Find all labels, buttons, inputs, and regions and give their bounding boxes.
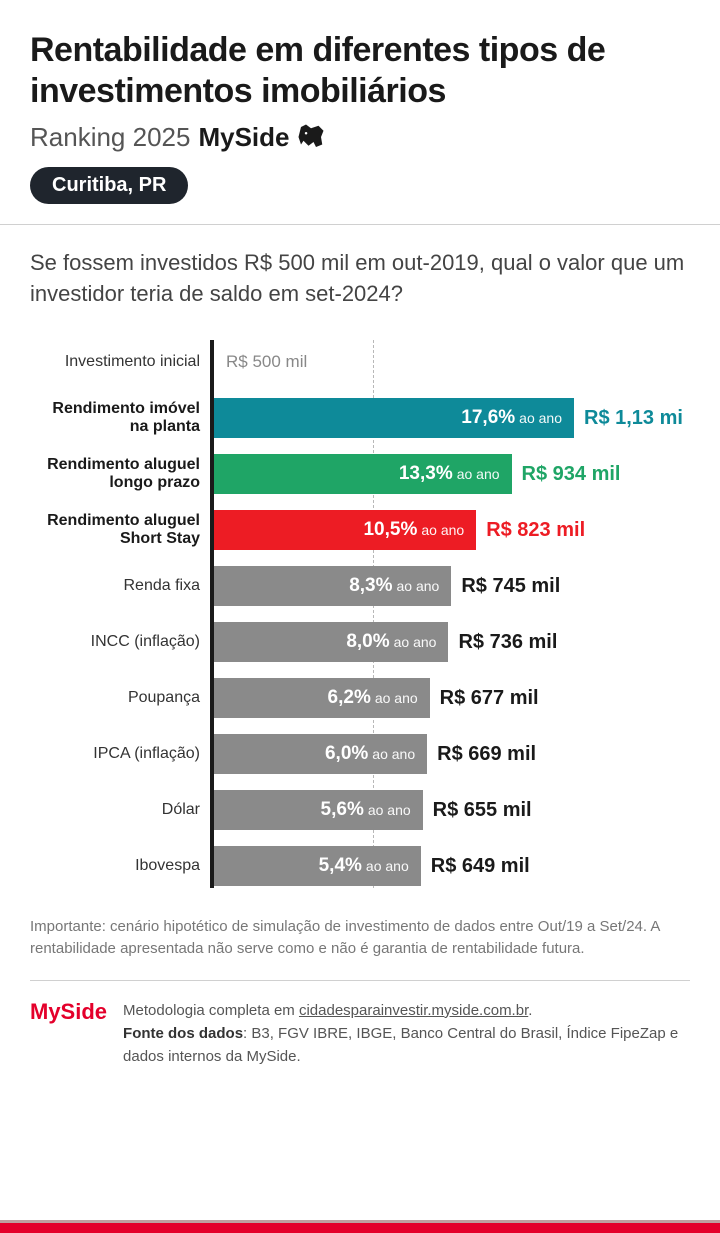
location-pill: Curitiba, PR — [30, 167, 188, 204]
bar: 10,5%ao ano — [214, 510, 476, 550]
methodology-prefix: Metodologia completa em — [123, 1002, 299, 1019]
bar-unit: ao ano — [397, 578, 440, 594]
bar-percent: 17,6% — [461, 407, 515, 429]
bars-area: Investimento inicialR$ 500 mil Rendimento… — [210, 340, 690, 888]
bar-percent: 8,3% — [349, 575, 392, 597]
row-label: Dólar — [44, 801, 214, 820]
value-label: R$ 823 mil — [486, 519, 585, 542]
bar: 5,6%ao ano — [214, 790, 423, 830]
bar: 6,0%ao ano — [214, 734, 427, 774]
row-label: Rendimento aluguel Short Stay — [44, 512, 214, 550]
footer-text: Metodologia completa em cidadesparainves… — [123, 999, 690, 1069]
methodology-suffix: . — [528, 1002, 532, 1019]
row-label: Poupança — [44, 689, 214, 708]
bar-percent: 5,4% — [319, 855, 362, 877]
chart-row: Renda fixa8,3%ao anoR$ 745 mil — [214, 564, 690, 608]
bar-unit: ao ano — [368, 802, 411, 818]
row-label: Renda fixa — [44, 577, 214, 596]
brand-inline: MySide — [198, 122, 325, 153]
bar-unit: ao ano — [421, 522, 464, 538]
chart-row: Poupança6,2%ao anoR$ 677 mil — [214, 676, 690, 720]
divider — [0, 224, 720, 225]
value-label: R$ 655 mil — [433, 799, 532, 822]
row-label: Ibovespa — [44, 857, 214, 876]
source-line: Fonte dos dados: B3, FGV IBRE, IBGE, Ban… — [123, 1022, 690, 1069]
row-label: IPCA (inflação) — [44, 745, 214, 764]
bar: 6,2%ao ano — [214, 678, 430, 718]
value-label: R$ 677 mil — [440, 687, 539, 710]
bar-unit: ao ano — [519, 410, 562, 426]
bar-percent: 6,0% — [325, 743, 368, 765]
methodology-link[interactable]: cidadesparainvestir.myside.com.br — [299, 1002, 528, 1019]
row-initial: Investimento inicialR$ 500 mil — [214, 340, 690, 384]
disclaimer-note: Importante: cenário hipotético de simula… — [30, 916, 690, 960]
bar-percent: 8,0% — [346, 631, 389, 653]
value-label: R$ 934 mil — [522, 463, 621, 486]
chart-row: IPCA (inflação)6,0%ao anoR$ 669 mil — [214, 732, 690, 776]
bar: 13,3%ao ano — [214, 454, 512, 494]
subtitle-row: Ranking 2025 MySide — [30, 122, 690, 153]
chart-row: Rendimento aluguel Short Stay10,5%ao ano… — [214, 508, 690, 552]
bar: 8,3% ao ano — [214, 566, 451, 606]
bar: 17,6%ao ano — [214, 398, 574, 438]
chart-row: Rendimento aluguel longo prazo13,3%ao an… — [214, 452, 690, 496]
brand-name: MySide — [198, 122, 289, 153]
page-title: Rentabilidade em diferentes tipos de inv… — [30, 30, 690, 112]
value-label: R$ 669 mil — [437, 743, 536, 766]
row-label: Rendimento aluguel longo prazo — [44, 456, 214, 494]
value-label: R$ 736 mil — [458, 631, 557, 654]
question-text: Se fossem investidos R$ 500 mil em out-2… — [30, 247, 690, 311]
value-label: R$ 649 mil — [431, 855, 530, 878]
bar-unit: ao ano — [375, 690, 418, 706]
bar-percent: 6,2% — [328, 687, 371, 709]
bar: 8,0% ao ano — [214, 622, 448, 662]
chart-row: Rendimento imóvel na planta17,6%ao anoR$… — [214, 396, 690, 440]
bar-unit: ao ano — [394, 634, 437, 650]
chart-row: Ibovespa5,4%ao anoR$ 649 mil — [214, 844, 690, 888]
chart-row: INCC (inflação)8,0%ao anoR$ 736 mil — [214, 620, 690, 664]
source-strong: Fonte dos dados — [123, 1025, 243, 1042]
bar-percent: 13,3% — [399, 463, 453, 485]
bar-unit: ao ano — [366, 858, 409, 874]
methodology-line: Metodologia completa em cidadesparainves… — [123, 999, 690, 1022]
bar-percent: 10,5% — [363, 519, 417, 541]
dog-icon — [296, 122, 326, 152]
infographic-container: Rentabilidade em diferentes tipos de inv… — [0, 0, 720, 1069]
footer: MySide Metodologia completa em cidadespa… — [30, 980, 690, 1069]
ranking-label: Ranking 2025 — [30, 122, 190, 153]
row-label: Rendimento imóvel na planta — [44, 400, 214, 438]
bar-percent: 5,6% — [321, 799, 364, 821]
brand-footer: MySide — [30, 999, 107, 1025]
row-label-initial: Investimento inicial — [44, 353, 214, 372]
value-label: R$ 1,13 mi — [584, 407, 683, 430]
bar-unit: ao ano — [372, 746, 415, 762]
chart-row: Dólar5,6%ao anoR$ 655 mil — [214, 788, 690, 832]
row-label: INCC (inflação) — [44, 633, 214, 652]
bar: 5,4%ao ano — [214, 846, 421, 886]
bottom-accent-bar — [0, 1223, 720, 1233]
initial-value: R$ 500 mil — [214, 342, 307, 382]
comparison-chart: Investimento inicialR$ 500 milRendimento… — [30, 340, 690, 888]
bar-unit: ao ano — [457, 466, 500, 482]
value-label: R$ 745 mil — [461, 575, 560, 598]
